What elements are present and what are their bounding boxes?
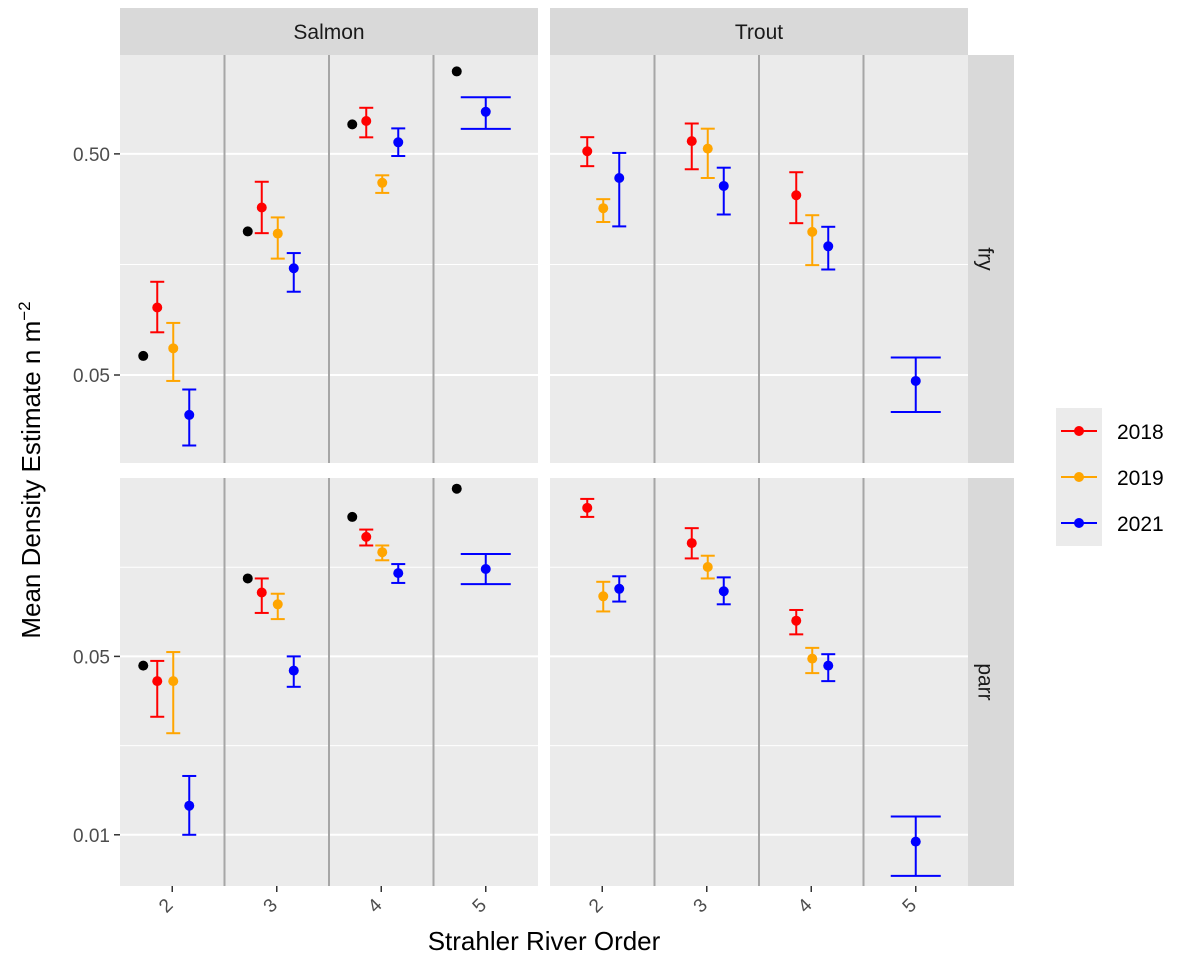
data-point — [242, 573, 253, 584]
data-point — [686, 136, 697, 147]
x-tick-label: 3 — [260, 895, 282, 917]
data-point — [598, 203, 609, 214]
data-point — [718, 180, 729, 191]
data-point — [152, 676, 163, 687]
data-point — [702, 562, 713, 573]
data-point — [256, 587, 267, 598]
data-point — [272, 228, 283, 239]
data-point — [138, 660, 149, 671]
y-tick-label: 0.05 — [73, 366, 110, 387]
data-point — [807, 226, 818, 237]
legend-label-2018: 2018 — [1117, 421, 1164, 444]
data-point — [138, 350, 149, 361]
strip-trout-bg — [550, 8, 968, 55]
data-point — [168, 676, 179, 687]
strip-salmon-label: Salmon — [293, 21, 364, 44]
data-point — [614, 172, 625, 183]
y-axis-title-superscript: −2 — [15, 301, 34, 320]
data-point — [451, 483, 462, 494]
data-point — [272, 599, 283, 610]
data-point — [791, 190, 802, 201]
data-point — [393, 568, 404, 579]
x-tick-label: 3 — [690, 895, 712, 917]
data-point — [347, 119, 358, 130]
legend-key-point-2019 — [1074, 472, 1084, 482]
strip-fry-label: fry — [973, 247, 996, 271]
strip-parr-bg — [968, 478, 1014, 886]
legend: 2018 2019 2021 — [1056, 408, 1164, 546]
data-point — [347, 511, 358, 522]
data-point — [256, 202, 267, 213]
data-point — [702, 143, 713, 154]
data-point — [718, 586, 729, 597]
y-tick-label: 0.50 — [73, 145, 110, 166]
y-axis-title: Mean Density Estimate n m−2 — [15, 301, 46, 638]
legend-label-2019: 2019 — [1117, 467, 1164, 490]
strip-fry-bg — [968, 55, 1014, 463]
data-point — [242, 226, 253, 237]
x-tick-label: 2 — [585, 895, 607, 917]
data-point — [480, 106, 491, 117]
x-tick-label: 5 — [899, 895, 921, 917]
data-point — [910, 836, 921, 847]
y-tick-label: 0.05 — [73, 647, 110, 668]
data-point — [288, 665, 299, 676]
data-point — [451, 66, 462, 77]
x-tick-label: 4 — [794, 895, 817, 918]
x-tick-label: 4 — [364, 895, 387, 918]
data-point — [184, 800, 195, 811]
data-point — [168, 343, 179, 354]
data-point — [791, 615, 802, 626]
facet-strips: Salmon Trout fry parr — [120, 8, 1014, 886]
y-axis-title-main: Mean Density Estimate n m — [16, 321, 46, 639]
y-tick-label: 0.01 — [73, 826, 110, 847]
strip-parr-label: parr — [973, 663, 996, 700]
data-point — [582, 502, 593, 513]
data-point — [152, 302, 163, 313]
data-marks — [138, 66, 941, 877]
legend-label-2021: 2021 — [1117, 513, 1164, 536]
data-point — [480, 563, 491, 574]
data-point — [377, 177, 388, 188]
data-point — [598, 591, 609, 602]
data-point — [686, 538, 697, 549]
data-point — [910, 375, 921, 386]
data-point — [823, 660, 834, 671]
data-point — [823, 241, 834, 252]
panels — [120, 55, 968, 886]
data-point — [393, 137, 404, 148]
x-axis-title: Strahler River Order — [428, 926, 661, 956]
strip-salmon-bg — [120, 8, 538, 55]
strip-trout-label: Trout — [735, 21, 783, 44]
data-point — [361, 116, 372, 127]
data-point — [377, 547, 388, 558]
legend-key-point-2018 — [1074, 426, 1084, 436]
x-tick-label: 5 — [469, 895, 491, 917]
data-point — [184, 409, 195, 420]
data-point — [361, 531, 372, 542]
data-point — [614, 583, 625, 594]
x-tick-label: 2 — [155, 895, 177, 917]
data-point — [582, 146, 593, 157]
legend-key-point-2021 — [1074, 518, 1084, 528]
data-point — [288, 263, 299, 274]
data-point — [807, 653, 818, 664]
